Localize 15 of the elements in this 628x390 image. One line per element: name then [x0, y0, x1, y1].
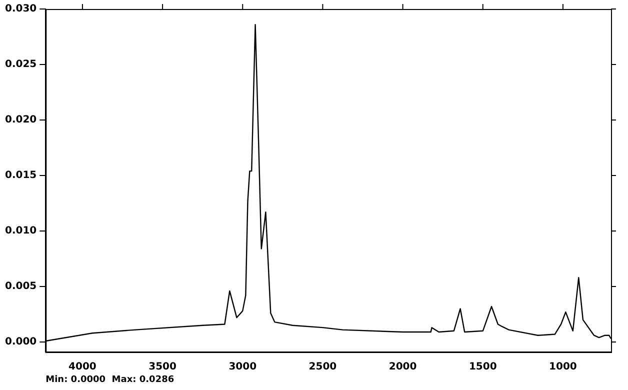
- y-tick-label: 0.010: [4, 226, 37, 237]
- y-tick-label: 0.020: [4, 114, 37, 126]
- x-tick-label: 3000: [228, 362, 257, 373]
- y-tick-label: 0.015: [4, 170, 37, 182]
- x-tick-label: 2000: [388, 362, 417, 373]
- text: Min: 0.0000 Max: 0.0286: [46, 375, 174, 385]
- x-tick-label: 1500: [468, 362, 497, 373]
- x-tick-label: 3500: [148, 362, 176, 373]
- y-tick-label: 0.005: [4, 281, 37, 292]
- y-tick-label: 0.000: [4, 336, 37, 348]
- x-tick-label: 2500: [308, 362, 337, 373]
- x-tick-label: 4000: [68, 362, 96, 373]
- x-tick-label: 1000: [549, 362, 577, 373]
- y-tick-label: 0.025: [4, 59, 37, 70]
- y-tick-label: 0.030: [4, 4, 37, 15]
